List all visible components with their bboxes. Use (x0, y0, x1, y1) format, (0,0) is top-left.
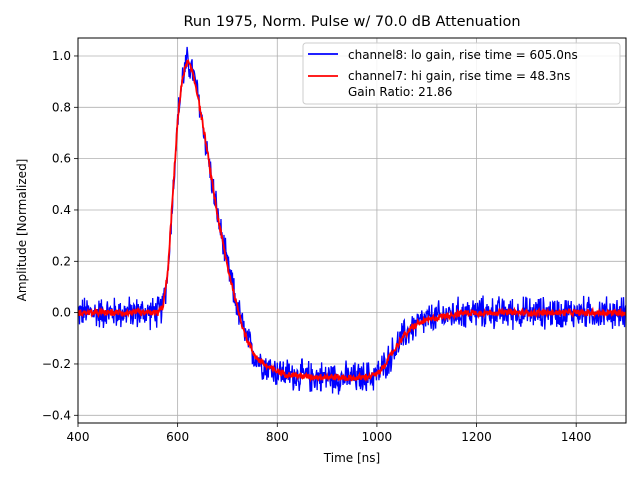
y-tick-label: 0.6 (52, 152, 71, 166)
x-axis-label: Time [ns] (323, 451, 380, 465)
y-tick-label: 1.0 (52, 49, 71, 63)
y-tick-label: −0.2 (42, 357, 71, 371)
y-tick-label: 0.8 (52, 100, 71, 114)
y-tick-label: 0.0 (52, 306, 71, 320)
chart-title: Run 1975, Norm. Pulse w/ 70.0 dB Attenua… (183, 14, 520, 30)
legend-box (302, 42, 621, 105)
legend-gain-ratio: Gain Ratio: 21.86 (348, 85, 452, 99)
x-tick-label: 1400 (561, 430, 592, 444)
x-tick-label: 600 (166, 430, 189, 444)
plot-frame (77, 37, 627, 424)
x-axis-ticks: 400 600 800 1000 1200 1400 (67, 423, 592, 444)
y-axis-ticks: −0.4 −0.2 0.0 0.2 0.4 0.6 0.8 1.0 (42, 49, 78, 422)
y-axis-label: Amplitude [Normalized] (15, 159, 29, 302)
y-tick-label: 0.4 (52, 203, 71, 217)
x-tick-label: 1200 (461, 430, 492, 444)
x-tick-label: 400 (67, 430, 90, 444)
legend-label-channel7: channel7: hi gain, rise time = 48.3ns (348, 69, 570, 83)
y-tick-label: −0.4 (42, 408, 71, 422)
y-tick-label: 0.2 (52, 254, 71, 268)
series-layer (78, 46, 626, 395)
x-tick-label: 1000 (362, 430, 393, 444)
legend: channel8: lo gain, rise time = 605.0ns c… (302, 42, 621, 105)
legend-label-channel8: channel8: lo gain, rise time = 605.0ns (348, 48, 578, 62)
series-line-channel7 (78, 58, 626, 383)
x-tick-label: 800 (266, 430, 289, 444)
